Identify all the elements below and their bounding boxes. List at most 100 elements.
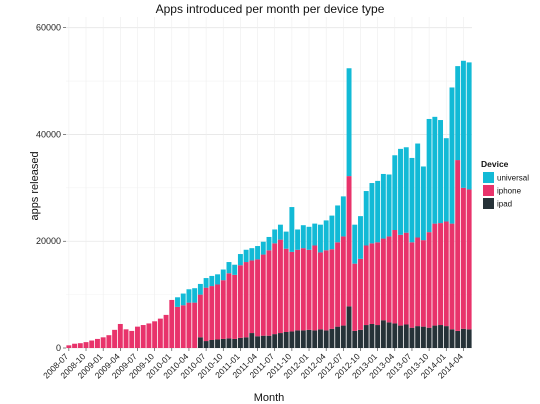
legend-swatch-ipad <box>483 198 494 209</box>
bar-segment-ipad <box>312 330 318 348</box>
bar-segment-iphone <box>237 265 243 338</box>
bar-segment-universal <box>455 66 461 161</box>
y-tick-label: 40000 <box>36 129 61 139</box>
bar-segment-iphone <box>72 343 78 348</box>
bar-segment-iphone <box>163 314 169 348</box>
bar-segment-ipad <box>403 324 409 348</box>
bar-segment-ipad <box>260 335 266 348</box>
bar-segment-universal <box>220 269 226 281</box>
bar-segment-universal <box>283 231 289 249</box>
bar-segment-ipad <box>295 330 301 348</box>
bar-segment-iphone <box>243 262 249 338</box>
bar-segment-iphone <box>146 323 152 348</box>
bar-segment-ipad <box>209 339 215 348</box>
bar-segment-iphone <box>215 284 220 340</box>
bar-segment-ipad <box>220 338 226 348</box>
bar-segment-iphone <box>403 232 409 325</box>
bar-segment-iphone <box>460 187 466 329</box>
bar-segment-ipad <box>352 330 358 348</box>
bar-segment-ipad <box>243 337 249 348</box>
bar-segment-universal <box>249 248 255 261</box>
bar-segment-iphone <box>66 345 72 348</box>
bar-segment-iphone <box>398 234 403 326</box>
bar-segment-universal <box>386 174 392 237</box>
bar-segment-iphone <box>220 280 226 339</box>
bar-segment-iphone <box>318 252 323 330</box>
bar-segment-iphone <box>260 254 266 336</box>
bar-segment-iphone <box>449 223 455 330</box>
bar-segment-iphone <box>392 230 398 324</box>
bar-segment-universal <box>209 275 215 287</box>
bar-segment-iphone <box>180 305 186 348</box>
bar-segment-ipad <box>215 339 220 348</box>
bar-segment-iphone <box>335 242 341 327</box>
bar-segment-iphone <box>329 249 335 329</box>
bar-segment-iphone <box>129 330 135 348</box>
bar-segment-universal <box>449 87 455 224</box>
bar-segment-ipad <box>255 336 261 348</box>
bar-segment-iphone <box>289 251 295 332</box>
bar-segment-ipad <box>323 330 329 348</box>
legend-swatch-universal <box>483 172 494 183</box>
bar-segment-iphone <box>340 236 346 326</box>
bar-segment-ipad <box>318 329 323 348</box>
bar-segment-ipad <box>249 333 255 348</box>
bar-segment-universal <box>300 225 306 249</box>
bar-segment-ipad <box>266 335 272 348</box>
bar-segment-ipad <box>358 329 363 348</box>
bar-segment-universal <box>432 116 438 224</box>
bar-segment-iphone <box>409 242 415 328</box>
bar-segment-universal <box>352 224 358 264</box>
bar-segment-iphone <box>352 263 358 331</box>
bar-segment-universal <box>186 289 192 303</box>
bar-segment-iphone <box>169 299 175 348</box>
bar-segment-universal <box>180 293 186 306</box>
bar-segment-iphone <box>415 237 421 327</box>
bar-segment-ipad <box>369 323 375 348</box>
bar-segment-universal <box>375 180 381 243</box>
bar-segment-iphone <box>420 240 426 327</box>
legend-swatch-iphone <box>483 185 494 196</box>
bar-segment-universal <box>358 216 363 259</box>
bar-segment-ipad <box>272 334 278 348</box>
bar-segment-ipad <box>289 331 295 348</box>
bar-segment-iphone <box>94 338 100 348</box>
bar-segment-iphone <box>375 242 381 326</box>
bar-segment-iphone <box>363 245 369 326</box>
bar-segment-universal <box>443 138 449 222</box>
bars-layer <box>66 60 472 348</box>
bar-segment-iphone <box>100 337 106 348</box>
bar-segment-iphone <box>249 260 255 334</box>
bar-segment-iphone <box>283 248 289 332</box>
bar-segment-universal <box>340 196 346 237</box>
bar-segment-universal <box>318 224 323 253</box>
bar-segment-universal <box>323 220 329 251</box>
bar-segment-universal <box>466 62 472 190</box>
legend: Device universal iphone ipad <box>481 159 529 209</box>
x-axis-title: Month <box>254 392 285 404</box>
bar-segment-ipad <box>237 337 243 348</box>
bar-segment-universal <box>329 215 335 250</box>
bar-segment-universal <box>175 297 180 307</box>
bar-segment-universal <box>260 241 266 255</box>
bar-segment-ipad <box>277 333 283 348</box>
bar-segment-iphone <box>77 343 83 348</box>
bar-segment-iphone <box>323 250 329 331</box>
bar-segment-universal <box>363 191 369 246</box>
bar-segment-universal <box>409 157 415 243</box>
bar-segment-ipad <box>203 341 209 348</box>
bar-segment-iphone <box>89 340 95 348</box>
bar-segment-ipad <box>375 325 381 348</box>
bar-segment-universal <box>237 254 243 266</box>
bar-segment-iphone <box>466 189 472 330</box>
y-axis-title: apps released <box>29 151 41 220</box>
bar-segment-iphone <box>369 243 375 324</box>
bar-segment-universal <box>380 173 386 239</box>
bar-segment-iphone <box>140 325 146 348</box>
bar-segment-universal <box>398 148 403 235</box>
bar-segment-iphone <box>312 245 318 331</box>
bar-segment-universal <box>203 278 209 288</box>
bar-segment-ipad <box>335 326 341 348</box>
bar-segment-universal <box>415 143 421 238</box>
